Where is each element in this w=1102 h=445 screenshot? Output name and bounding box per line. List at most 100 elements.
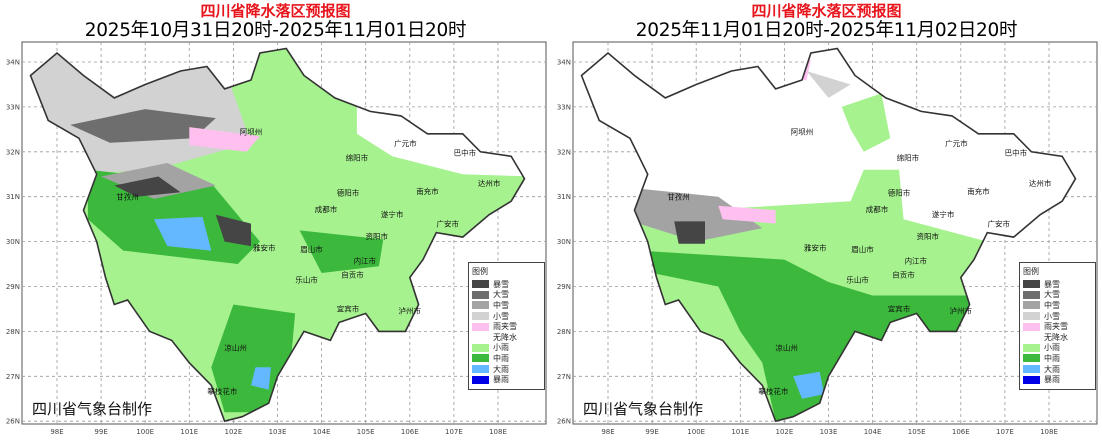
legend-label: 大雪 (493, 290, 509, 300)
city-label: 巴中市 (1005, 148, 1028, 158)
city-label: 攀枝花市 (207, 386, 237, 396)
lon-tick-label: 100E (687, 428, 705, 436)
city-label: 攀枝花市 (758, 386, 788, 396)
legend-label: 无降水 (493, 332, 517, 342)
legend-label: 大雨 (1044, 364, 1060, 374)
lon-tick-label: 104E (864, 428, 882, 436)
legend-swatch (1023, 290, 1040, 299)
city-label: 乐山市 (846, 274, 869, 284)
lat-tick-label: 28N (6, 328, 20, 336)
map-title: 四川省降水落区预报图 (751, 2, 902, 20)
legend: 图例 暴雪 大雪 中雪 小雪 雨夹雪 无降水 小雨 中雨 大雨 暴雨 (1019, 262, 1096, 390)
map-subtitle: 2025年10月31日20时-2025年11月01日20时 (84, 20, 467, 41)
legend-label: 暴雪 (493, 279, 509, 289)
lon-tick-label: 106E (952, 428, 970, 436)
precip-area (251, 367, 271, 390)
precip-area (630, 187, 763, 242)
legend-label: 中雪 (493, 300, 509, 310)
lon-tick-label: 108E (489, 428, 507, 436)
city-label: 成都市 (866, 204, 889, 214)
legend-label: 暴雪 (1044, 279, 1060, 289)
precip-area (114, 176, 181, 197)
legend-swatch (472, 333, 489, 342)
precip-area (189, 127, 260, 152)
precip-area (674, 221, 705, 244)
legend-item: 暴雨 (472, 374, 544, 385)
legend-swatch (1023, 343, 1040, 352)
precipitation-areas (30, 48, 525, 422)
lon-tick-label: 101E (180, 428, 198, 436)
lon-tick-label: 102E (225, 428, 243, 436)
legend-swatch (472, 354, 489, 363)
lon-tick-label: 98E (50, 428, 63, 436)
legend-swatch (472, 290, 489, 299)
city-label: 眉山市 (300, 244, 323, 254)
legend-item: 小雨 (1023, 343, 1095, 354)
legend-label: 雨夹雪 (493, 322, 517, 332)
city-label: 南充市 (967, 186, 990, 196)
city-label: 成都市 (315, 204, 338, 214)
legend-item: 中雪 (1023, 300, 1095, 311)
legend-label: 大雪 (1044, 290, 1060, 300)
legend-item: 暴雪 (472, 279, 544, 290)
lat-tick-label: 29N (557, 283, 571, 291)
lat-tick-label: 29N (6, 283, 20, 291)
legend-item: 雨夹雪 (1023, 321, 1095, 332)
legend-swatch (472, 375, 489, 384)
city-label: 泸州市 (950, 305, 973, 315)
city-label: 德阳市 (337, 188, 360, 198)
legend-label: 中雪 (1044, 300, 1060, 310)
legend-swatch (472, 322, 489, 331)
lon-tick-label: 108E (1040, 428, 1058, 436)
lat-tick-label: 32N (6, 148, 20, 156)
precip-area (806, 71, 851, 98)
legend-item: 大雪 (472, 290, 544, 301)
city-label: 宜宾市 (888, 304, 911, 314)
legend-label: 雨夹雪 (1044, 322, 1068, 332)
city-label: 绵阳市 (346, 153, 369, 163)
legend-label: 中雨 (1044, 353, 1060, 363)
city-label: 阿坝州 (240, 128, 263, 137)
city-label: 遂宁市 (932, 209, 955, 219)
city-label: 眉山市 (851, 244, 874, 254)
city-label: 达州市 (478, 178, 501, 188)
legend-label: 暴雨 (1044, 375, 1060, 385)
legend-item: 中雪 (472, 300, 544, 311)
legend-label: 小雨 (493, 343, 509, 353)
legend-swatch (1023, 354, 1040, 363)
legend-item: 中雨 (1023, 353, 1095, 364)
city-label: 广元市 (394, 138, 417, 148)
lat-tick-label: 27N (6, 373, 20, 381)
city-label: 凉山州 (775, 343, 798, 353)
lon-tick-label: 98E (601, 428, 614, 436)
city-label: 宜宾市 (337, 304, 360, 314)
precip-area (841, 93, 891, 152)
legend-swatch (472, 312, 489, 321)
city-label: 德阳市 (888, 188, 911, 198)
city-label: 达州市 (1029, 178, 1052, 188)
legend-item: 大雨 (1023, 364, 1095, 375)
legend-label: 小雪 (1044, 311, 1060, 321)
legend-item: 大雪 (1023, 290, 1095, 301)
legend-swatch (1023, 322, 1040, 331)
legend-swatch (472, 301, 489, 310)
precip-area (638, 250, 988, 422)
city-label: 内江市 (354, 255, 377, 265)
legend-title: 图例 (472, 267, 488, 276)
lon-tick-label: 99E (94, 428, 107, 436)
lon-tick-label: 105E (357, 428, 375, 436)
lon-tick-label: 103E (820, 428, 838, 436)
legend-swatch (472, 343, 489, 352)
precipitation-map: 98E 99E 100E 101E 102E 103E 104E 105E 106E 107E 10… (6, 41, 547, 436)
legend-label: 小雨 (1044, 343, 1060, 353)
forecast-panel-day2: 四川省降水落区预报图 2025年11月01日20时-2025年11月02日20时… (551, 0, 1102, 445)
lon-tick-label: 99E (645, 428, 658, 436)
precip-area (793, 371, 825, 399)
city-label: 巴中市 (454, 148, 477, 158)
lat-tick-label: 27N (557, 373, 571, 381)
sichuan-outline (29, 47, 526, 423)
lon-tick-label: 104E (313, 428, 331, 436)
legend-swatch (472, 365, 489, 374)
city-label: 阿坝州 (791, 128, 814, 137)
legend-item: 小雪 (1023, 311, 1095, 322)
